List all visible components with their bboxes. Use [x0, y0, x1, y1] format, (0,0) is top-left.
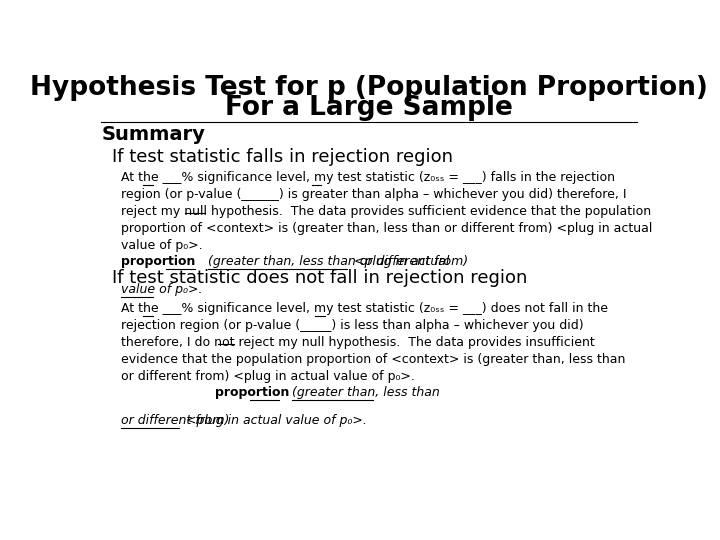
Text: <plug in actual: <plug in actual	[351, 255, 450, 268]
Text: For a Large Sample: For a Large Sample	[225, 94, 513, 121]
Text: At the ___% significance level, my test statistic (z₀ₛₛ = ___) does not fall in : At the ___% significance level, my test …	[121, 302, 625, 383]
Text: (greater than, less than or different from): (greater than, less than or different fr…	[208, 255, 468, 268]
Text: If test statistic does not fall in rejection region: If test statistic does not fall in rejec…	[112, 268, 528, 287]
Text: At the ___% significance level, my test statistic (z₀ₛₛ = ___) falls in the reje: At the ___% significance level, my test …	[121, 171, 652, 252]
Text: or different from): or different from)	[121, 414, 229, 427]
Text: <plug in actual value of p₀>.: <plug in actual value of p₀>.	[182, 414, 367, 427]
Text: Summary: Summary	[101, 125, 205, 144]
Text: value of p₀>.: value of p₀>.	[121, 282, 202, 295]
Text: proportion: proportion	[121, 255, 195, 268]
Text: If test statistic falls in rejection region: If test statistic falls in rejection reg…	[112, 148, 454, 166]
Text: (greater than, less than: (greater than, less than	[292, 386, 440, 399]
Text: proportion: proportion	[215, 386, 289, 399]
Text: Hypothesis Test for p (Population Proportion): Hypothesis Test for p (Population Propor…	[30, 75, 708, 101]
